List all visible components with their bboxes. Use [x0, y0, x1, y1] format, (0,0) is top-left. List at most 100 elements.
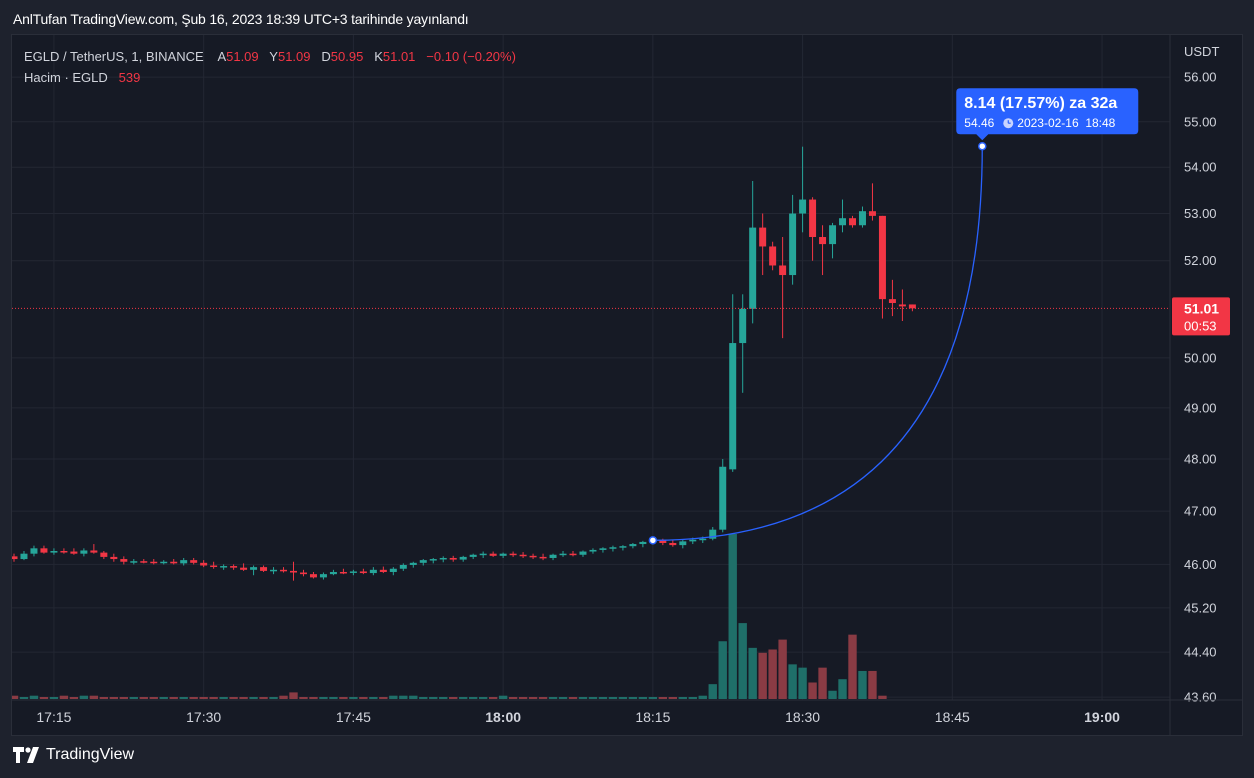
close-label: K [374, 49, 383, 64]
projection-start-point [648, 536, 658, 545]
candle [529, 553, 537, 560]
volume-bar [239, 697, 248, 699]
price-axis: 56.00 55.00 54.00 53.00 52.00 50.00 49.00 48.00… [1169, 35, 1217, 735]
candle-body [639, 541, 647, 545]
volume-bar [758, 652, 767, 699]
chart-grid [12, 35, 1170, 700]
candle-body [858, 211, 866, 226]
candle [759, 213, 767, 276]
candle [519, 552, 527, 558]
candle [898, 289, 906, 321]
candle-body [230, 566, 238, 568]
candle [479, 551, 487, 558]
projection-target-price: 54.46 [964, 116, 994, 130]
volume-bar [518, 697, 528, 699]
candle [130, 559, 138, 565]
symbol-title[interactable]: EGLD / TetherUS, 1, BINANCE [24, 49, 204, 64]
candle-body [309, 574, 317, 578]
volume-bar [718, 641, 727, 699]
volume-bar [568, 697, 578, 699]
volume-bar [389, 695, 398, 699]
candle-body [779, 265, 787, 276]
candle-body [878, 215, 886, 300]
candle [50, 548, 58, 555]
candle [439, 556, 447, 563]
chart-frame[interactable]: 8.14 (17.57%) za 32a 54.46 2023-02-16 18… [11, 34, 1243, 736]
change-value: −0.10 (−0.20%) [426, 49, 516, 64]
candle-body [359, 571, 367, 574]
price-tick-label: 52.00 [1184, 253, 1217, 268]
price-tick-label: 46.00 [1184, 557, 1217, 572]
candle-body [160, 561, 168, 564]
volume-bar [478, 697, 488, 699]
projection-label[interactable]: 8.14 (17.57%) za 32a 54.46 2023-02-16 18… [956, 88, 1139, 141]
candle-body [699, 538, 707, 541]
candle-body [479, 553, 487, 556]
candle [40, 545, 48, 554]
candle-body [729, 343, 737, 470]
volume-bar [329, 697, 338, 699]
time-tick-label: 18:30 [785, 709, 820, 725]
candle-body [629, 544, 637, 547]
open-value: 51.09 [226, 49, 259, 64]
candle-body [499, 553, 507, 556]
candle [739, 294, 747, 393]
candle [669, 539, 677, 547]
volume-bar [439, 697, 448, 699]
volume-bar [548, 697, 558, 699]
volume-bar [409, 695, 418, 699]
chart-legend: EGLD / TetherUS, 1, BINANCE A51.09 Y 51.0… [24, 46, 516, 88]
volume-bar [299, 697, 308, 699]
price-axis-currency: USDT [1184, 44, 1219, 59]
candle-body [70, 551, 78, 554]
last-price-tag: 51.01 00:53 [1172, 297, 1230, 336]
volume-bar [109, 697, 119, 699]
candle [769, 241, 777, 271]
volume-bar [149, 697, 158, 699]
projection-curve [652, 146, 983, 541]
volume-bar [339, 697, 348, 699]
open-label: A [217, 49, 227, 64]
candle-body [290, 570, 297, 573]
candle [749, 181, 757, 324]
candle [389, 567, 397, 576]
candle-body [270, 569, 278, 572]
volume-bar [419, 697, 428, 699]
volume-bar [29, 695, 39, 699]
volume-bar [369, 697, 378, 699]
volume-bar [608, 697, 618, 699]
price-tick-label: 54.00 [1184, 160, 1217, 175]
low-label: D [321, 49, 331, 64]
time-axis: 17:15 17:30 17:45 18:00 18:15 18:30 18:45 19:00 [12, 699, 1242, 725]
candle-body [619, 546, 627, 548]
volume-label[interactable]: Hacim · EGLD [24, 70, 108, 85]
candle [819, 225, 827, 276]
candle [220, 564, 228, 570]
volume-bar [209, 697, 218, 699]
last-price-value: 51.01 [1184, 300, 1219, 316]
candle [839, 199, 847, 233]
candle-body [819, 237, 827, 245]
candle-body [669, 542, 677, 546]
candle [200, 560, 208, 568]
price-chart[interactable]: 8.14 (17.57%) za 32a 54.46 2023-02-16 18… [12, 35, 1242, 735]
candle [399, 563, 407, 571]
volume-bar [818, 667, 827, 699]
brand-name: TradingView [46, 746, 135, 763]
candle-body [449, 557, 457, 560]
candle-body [299, 572, 307, 575]
candle-body [240, 567, 248, 570]
candle-body [769, 246, 777, 266]
candle [639, 540, 647, 548]
footer-brand[interactable]: TradingView [13, 746, 134, 764]
close-value: 51.01 [382, 49, 416, 64]
candle [549, 553, 557, 561]
candle [799, 146, 807, 233]
candle [210, 561, 218, 569]
candle [878, 215, 886, 319]
low-value: 50.95 [330, 49, 364, 64]
high-label: Y [269, 49, 278, 64]
volume-bar [179, 697, 188, 699]
candle [429, 557, 437, 564]
volume-bar [49, 697, 59, 699]
